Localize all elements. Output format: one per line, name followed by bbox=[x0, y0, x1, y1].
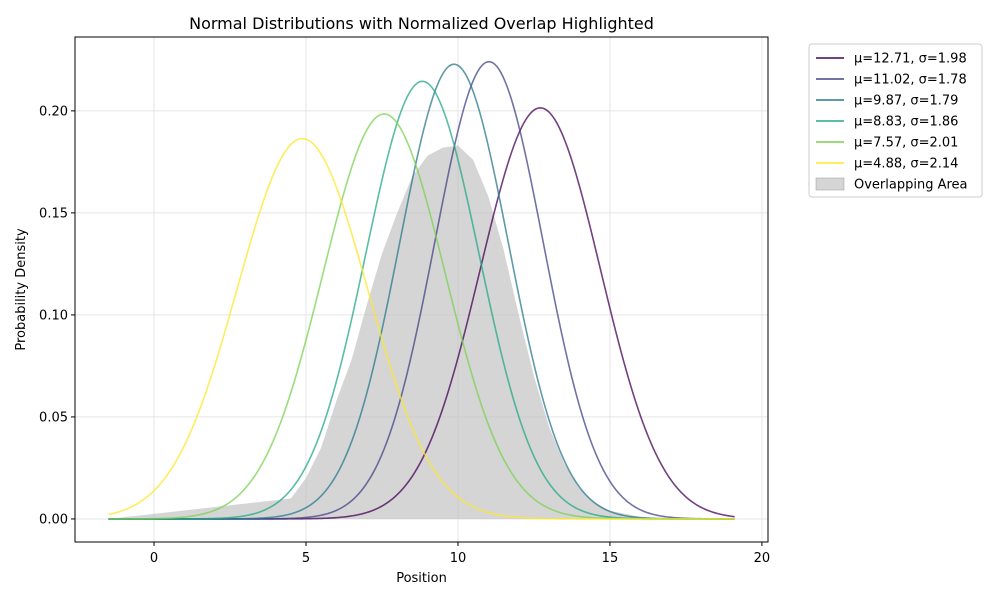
legend-label-3: μ=8.83, σ=1.86 bbox=[854, 115, 958, 130]
legend-label-2: μ=9.87, σ=1.79 bbox=[854, 94, 958, 109]
y-axis-ticks: 0.00 0.05 0.10 0.15 0.20 bbox=[39, 104, 75, 527]
series-line-5 bbox=[108, 137, 735, 520]
legend-label-0: μ=12.71, σ=1.98 bbox=[854, 52, 967, 67]
y-tick-label-2: 0.10 bbox=[39, 308, 68, 323]
y-tick-label-1: 0.05 bbox=[39, 410, 68, 425]
chart-title: Normal Distributions with Normalized Ove… bbox=[189, 14, 654, 33]
x-tick-label-4: 20 bbox=[754, 551, 771, 566]
legend-label-overlap: Overlapping Area bbox=[854, 178, 968, 193]
legend-label-5: μ=4.88, σ=2.14 bbox=[854, 157, 958, 172]
plot-frame bbox=[74, 36, 769, 543]
x-axis-title: Position bbox=[396, 571, 447, 586]
legend-label-1: μ=11.02, σ=1.78 bbox=[854, 73, 967, 88]
overlap-layer bbox=[108, 145, 735, 519]
legend-label-4: μ=7.57, σ=2.01 bbox=[854, 136, 958, 151]
legend: μ=12.71, σ=1.98 μ=11.02, σ=1.78 μ=9.87, σ=… bbox=[808, 43, 983, 198]
overlap-area bbox=[108, 145, 735, 519]
x-tick-label-1: 5 bbox=[302, 551, 310, 566]
x-tick-label-3: 15 bbox=[602, 551, 619, 566]
y-tick-label-4: 0.20 bbox=[39, 104, 68, 119]
x-axis-ticks: 0 5 10 15 20 bbox=[150, 542, 770, 566]
curves-layer bbox=[108, 60, 735, 520]
legend-swatch-overlap bbox=[815, 177, 845, 191]
x-tick-label-0: 0 bbox=[150, 551, 158, 566]
x-tick-label-2: 10 bbox=[450, 551, 467, 566]
legend-box bbox=[808, 43, 983, 198]
y-tick-label-3: 0.15 bbox=[39, 206, 68, 221]
y-tick-label-0: 0.00 bbox=[39, 512, 68, 527]
y-axis-title: Probability Density bbox=[14, 228, 29, 351]
